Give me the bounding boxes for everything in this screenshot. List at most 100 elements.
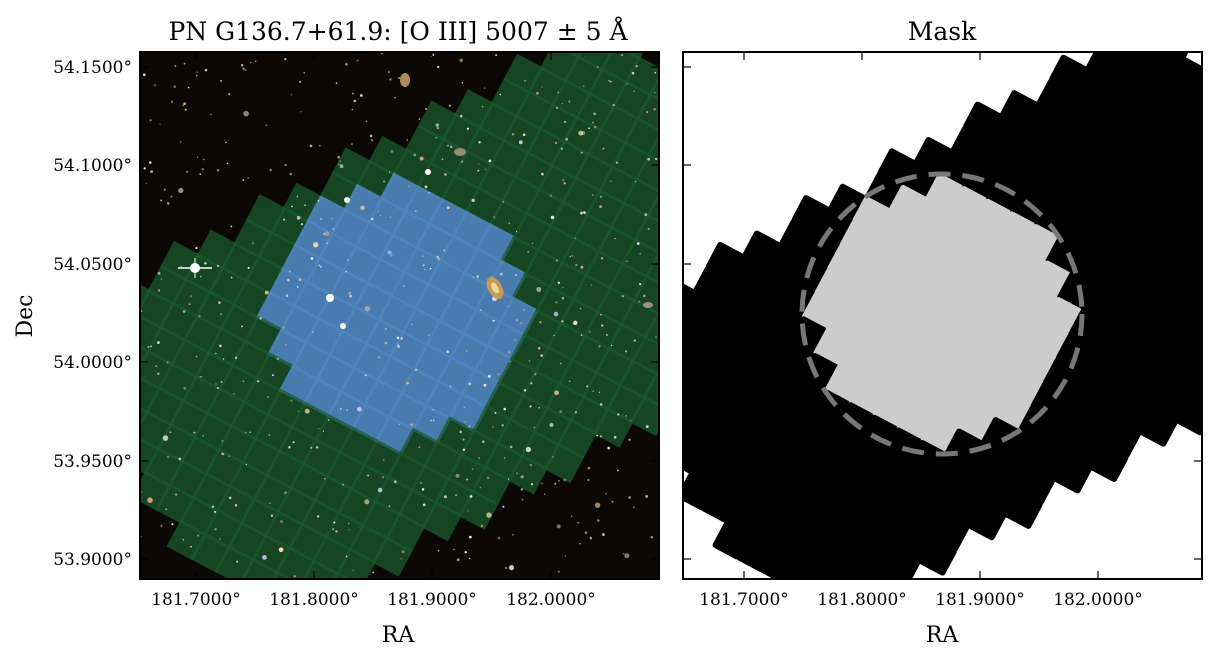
star (501, 424, 504, 427)
star (195, 355, 198, 358)
star (568, 380, 571, 383)
star (204, 262, 207, 265)
star (215, 352, 217, 355)
star (616, 469, 619, 472)
star (553, 311, 559, 317)
star (182, 538, 185, 541)
star (441, 158, 444, 161)
star (317, 515, 320, 518)
star (466, 127, 469, 130)
star (520, 475, 524, 479)
star (249, 431, 251, 433)
star (338, 163, 340, 166)
star (317, 199, 320, 202)
star (348, 291, 351, 295)
star (593, 112, 596, 116)
star (318, 264, 321, 267)
star (492, 426, 494, 428)
star (484, 168, 487, 171)
star (187, 86, 190, 89)
star (293, 575, 296, 578)
star (230, 225, 233, 228)
star (418, 118, 421, 120)
star (400, 337, 403, 340)
star (531, 242, 534, 244)
star (365, 120, 367, 122)
star (459, 430, 463, 434)
star (486, 512, 492, 518)
star (599, 195, 603, 198)
star (553, 334, 555, 337)
star (444, 173, 447, 176)
x-tick-label: 181.8000° (269, 590, 359, 610)
star (387, 71, 390, 73)
star (407, 185, 410, 187)
star (560, 147, 563, 150)
star (233, 392, 235, 395)
mask-tile (918, 537, 957, 576)
bright-star (344, 197, 350, 203)
star (166, 455, 170, 459)
star (539, 321, 542, 324)
star (607, 446, 610, 450)
star (466, 350, 468, 352)
star (495, 54, 498, 57)
star (199, 173, 202, 175)
star (296, 215, 301, 220)
star (468, 535, 472, 539)
star (196, 534, 200, 537)
star (180, 265, 182, 268)
star (654, 336, 657, 339)
star (504, 566, 508, 570)
star (418, 446, 421, 449)
star (588, 127, 590, 130)
star (492, 319, 495, 322)
star (400, 558, 402, 560)
star (486, 476, 490, 480)
star (497, 536, 501, 540)
star (586, 385, 589, 388)
mask-tile (845, 559, 884, 579)
star (218, 301, 221, 304)
star (259, 317, 262, 320)
star (163, 188, 166, 191)
star (370, 217, 374, 221)
star (580, 211, 583, 215)
star (318, 428, 320, 430)
star (523, 389, 527, 392)
star (249, 62, 252, 64)
star (435, 123, 440, 127)
bright-objects (178, 73, 653, 329)
x-tick-label: 182.0000° (506, 590, 596, 610)
star (523, 309, 525, 311)
star (580, 151, 583, 154)
star (351, 108, 353, 111)
star (574, 411, 578, 414)
star (561, 320, 564, 323)
star (383, 180, 386, 183)
star (359, 94, 363, 97)
star (364, 499, 370, 505)
star (406, 139, 409, 141)
star (555, 259, 558, 262)
star (596, 65, 599, 69)
star (411, 323, 413, 325)
star (568, 100, 571, 103)
star (579, 307, 582, 310)
star (582, 85, 585, 88)
star (183, 102, 186, 106)
star (435, 137, 437, 139)
star (241, 325, 243, 328)
star (455, 473, 460, 478)
star (469, 557, 471, 560)
star (621, 295, 624, 298)
star (183, 386, 187, 390)
star (592, 121, 594, 124)
star (558, 479, 560, 482)
star (178, 187, 184, 194)
unobserved-tile (299, 558, 340, 579)
star (550, 215, 555, 220)
star (230, 276, 233, 279)
star (196, 71, 198, 73)
star (472, 276, 475, 279)
